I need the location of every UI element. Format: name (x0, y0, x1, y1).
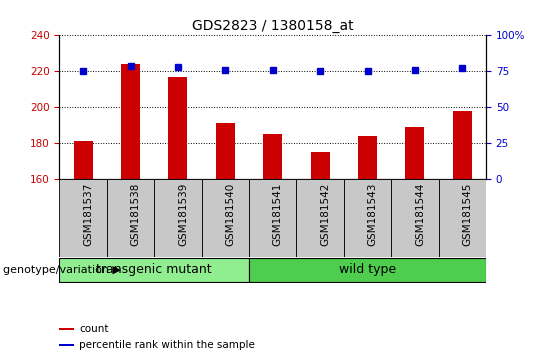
Bar (249, 258, 486, 282)
Bar (344, 179, 391, 257)
Text: GSM181542: GSM181542 (320, 183, 330, 246)
Text: GSM181540: GSM181540 (225, 183, 235, 246)
Bar (154, 179, 201, 257)
Text: GSM181543: GSM181543 (368, 183, 377, 246)
Text: percentile rank within the sample: percentile rank within the sample (79, 340, 255, 350)
Bar (263, 134, 282, 179)
Text: GSM181541: GSM181541 (273, 183, 283, 246)
Bar (201, 179, 249, 257)
Bar (438, 179, 486, 257)
Bar (453, 111, 472, 179)
Bar (59, 179, 107, 257)
Text: transgenic mutant: transgenic mutant (96, 263, 212, 276)
Bar (391, 179, 438, 257)
Bar (216, 123, 235, 179)
Text: count: count (79, 324, 109, 334)
Bar (59, 344, 74, 346)
Bar (310, 152, 329, 179)
Text: GSM181537: GSM181537 (83, 183, 93, 246)
Bar (168, 76, 187, 179)
Text: GSM181545: GSM181545 (462, 183, 472, 246)
Text: GSM181539: GSM181539 (178, 183, 188, 246)
Bar (358, 136, 377, 179)
Bar (107, 179, 154, 257)
Bar (59, 329, 74, 330)
Bar (73, 141, 92, 179)
Bar (406, 127, 424, 179)
Bar (296, 179, 344, 257)
Text: genotype/variation ▶: genotype/variation ▶ (3, 265, 121, 275)
Text: GSM181544: GSM181544 (415, 183, 425, 246)
Bar (249, 179, 296, 257)
Text: GSM181538: GSM181538 (131, 183, 140, 246)
Text: wild type: wild type (339, 263, 396, 276)
Title: GDS2823 / 1380158_at: GDS2823 / 1380158_at (192, 19, 354, 33)
Bar (59, 258, 249, 282)
Bar (121, 64, 140, 179)
